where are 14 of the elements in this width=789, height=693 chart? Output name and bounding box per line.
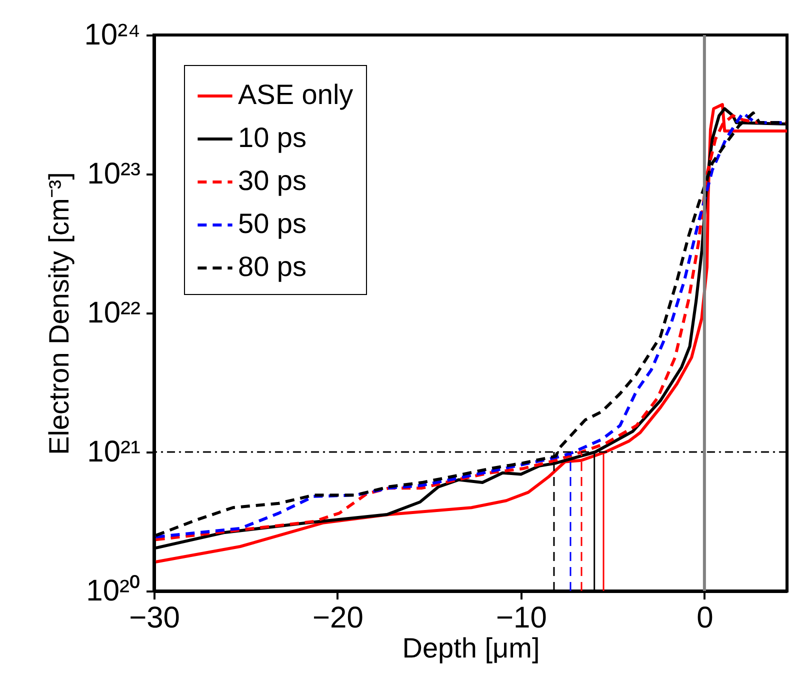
x-tick-label: 0 bbox=[696, 602, 714, 634]
y-tick-label: 10²⁴ bbox=[84, 18, 140, 52]
y-tick-label: 10²³ bbox=[87, 158, 140, 190]
legend-label: ASE only bbox=[238, 79, 354, 110]
y-tick-label: 10²¹ bbox=[87, 436, 140, 468]
x-axis-title: Depth [μm] bbox=[402, 632, 540, 664]
y-tick-label: 10²² bbox=[87, 296, 140, 330]
y-axis-title: Electron Density [cm⁻³] bbox=[43, 172, 74, 455]
x-tick-label: −10 bbox=[496, 602, 547, 634]
legend-label: 50 ps bbox=[238, 208, 306, 239]
legend-label: 30 ps bbox=[238, 165, 306, 196]
legend-label: 80 ps bbox=[238, 251, 306, 282]
legend-label: 10 ps bbox=[238, 122, 306, 153]
x-tick-label: −20 bbox=[312, 602, 364, 634]
